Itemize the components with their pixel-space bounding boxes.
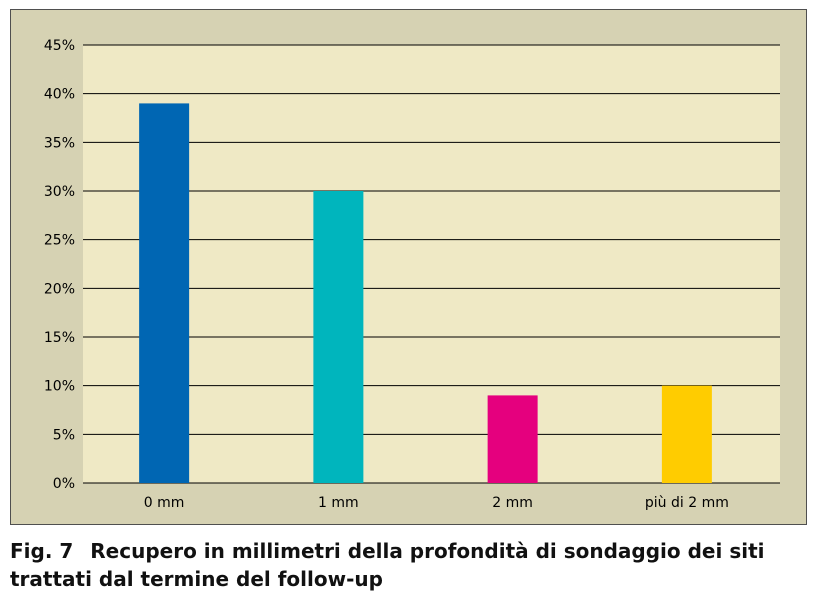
figure-label: Fig. 7 [10,539,74,563]
x-tick-label: 0 mm [144,495,185,511]
bar [139,103,190,484]
bars [139,103,712,484]
x-axis-ticks: 0 mm 1 mm 2 mm più di 2 mm [144,495,729,511]
y-tick-label: 40% [44,87,75,103]
chart-frame: 0% 5% 10% 15% 20% 25% 30% 35% 40% 45% 0 mm 1 mm 2 m… [10,9,807,525]
x-tick-label: più di 2 mm [645,495,729,511]
y-tick-label: 35% [44,135,75,151]
y-tick-label: 5% [53,427,75,443]
y-tick-label: 30% [44,184,75,200]
gridlines [83,44,780,484]
y-tick-label: 10% [44,379,75,395]
y-tick-label: 20% [44,281,75,297]
bar-chart: 0% 5% 10% 15% 20% 25% 30% 35% 40% 45% 0 mm 1 mm 2 m… [44,38,780,511]
y-tick-label: 0% [53,476,75,492]
x-tick-label: 2 mm [492,495,533,511]
bar [661,385,712,483]
y-tick-label: 15% [44,330,75,346]
y-tick-label: 25% [44,233,75,249]
y-tick-label: 45% [44,38,75,54]
bar [313,191,364,483]
figure-caption: Fig. 7 Recupero in millimetri della prof… [10,537,810,593]
figure-caption-text: Recupero in millimetri della profondità … [10,539,765,591]
x-tick-label: 1 mm [318,495,359,511]
bar [487,395,538,483]
y-axis-ticks: 0% 5% 10% 15% 20% 25% 30% 35% 40% 45% [44,38,75,492]
